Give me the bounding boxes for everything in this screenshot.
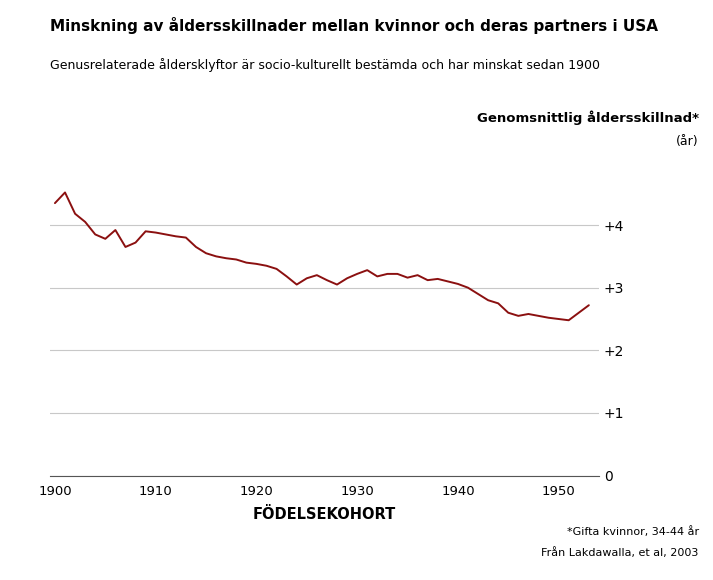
- Text: Genomsnittlig åldersskillnad*: Genomsnittlig åldersskillnad*: [477, 110, 699, 125]
- Text: Från Lakdawalla, et al, 2003: Från Lakdawalla, et al, 2003: [541, 547, 699, 558]
- Text: *Gifta kvinnor, 34-44 år: *Gifta kvinnor, 34-44 år: [567, 525, 699, 536]
- X-axis label: FÖDELSEKOHORT: FÖDELSEKOHORT: [253, 507, 396, 521]
- Text: Minskning av åldersskillnader mellan kvinnor och deras partners i USA: Minskning av åldersskillnader mellan kvi…: [50, 17, 658, 34]
- Text: (år): (år): [676, 135, 699, 148]
- Text: Genusrelaterade åldersklyftor är socio-kulturellt bestämda och har minskat sedan: Genusrelaterade åldersklyftor är socio-k…: [50, 58, 600, 72]
